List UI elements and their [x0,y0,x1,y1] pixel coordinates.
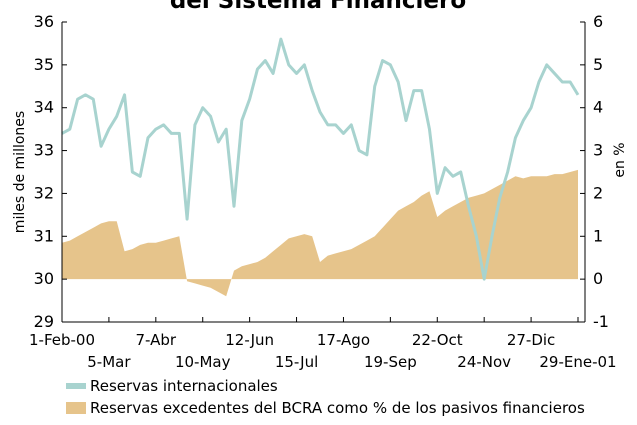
x-tick-label: 27-Dic [507,331,555,349]
x-tick-label: 22-Oct [412,331,463,349]
x-tick-label: 10-May [175,353,231,371]
y2-tick-label: 5 [593,55,603,74]
x-tick-label: 7-Abr [136,331,177,349]
x-tick-label: 24-Nov [457,353,511,371]
y2-tick-label: 4 [593,98,603,117]
y-tick-label: 33 [34,141,54,160]
y2-tick-label: 6 [593,12,603,31]
y-tick-label: 36 [34,12,54,31]
x-tick-label: 5-Mar [87,353,131,371]
legend-swatch [66,383,86,389]
y2-tick-label: 0 [593,269,603,288]
chart-title: del Sistema Financiero [170,0,466,14]
y-tick-label: 35 [34,55,54,74]
x-tick-label: 1-Feb-00 [29,331,95,349]
y-tick-label: 29 [34,312,54,331]
legend-label: Reservas internacionales [90,377,278,395]
y2-tick-label: 1 [593,226,603,245]
x-tick-label: 17-Ago [317,331,370,349]
y-tick-label: 30 [34,269,54,288]
x-tick-label: 12-Jun [225,331,274,349]
y-axis-label: miles de millones [12,111,28,233]
area [62,169,578,297]
y-tick-label: 32 [34,183,54,202]
y2-tick-label: 2 [593,183,603,202]
x-tick-label: 19-Sep [364,353,417,371]
y2-tick-label: 3 [593,141,603,160]
x-tick-label: 15-Jul [275,353,318,371]
y-tick-label: 31 [34,226,54,245]
legend-swatch [66,402,86,414]
y2-tick-label: -1 [593,312,609,331]
x-tick-label: 29-Ene-01 [539,353,616,371]
line [61,37,580,281]
y-tick-label: 34 [34,98,54,117]
legend-label: Reservas excedentes del BCRA como % de l… [90,399,585,417]
y2-axis-label: en % [612,142,628,177]
